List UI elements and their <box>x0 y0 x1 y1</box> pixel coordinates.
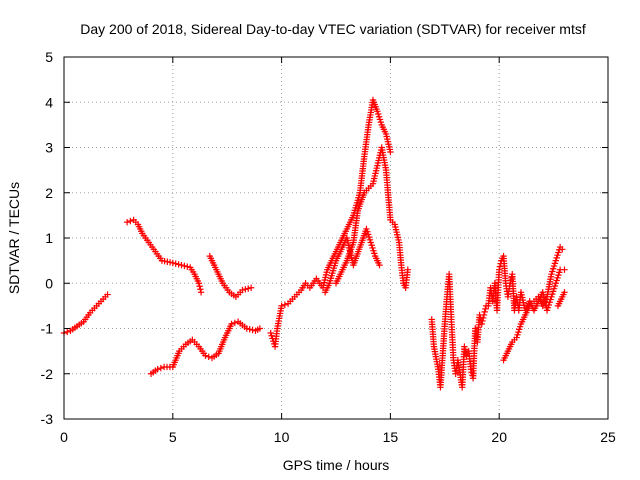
data-point <box>228 320 235 328</box>
data-point <box>231 319 239 327</box>
x-tick-label: 25 <box>600 429 616 445</box>
data-point <box>154 366 161 373</box>
data-points <box>60 96 568 391</box>
y-axis-label: SDTVAR / TECUs <box>6 182 22 294</box>
x-tick-label: 5 <box>169 429 177 445</box>
data-point <box>64 328 71 336</box>
data-point <box>157 364 165 372</box>
x-tick-label: 15 <box>383 429 399 445</box>
data-point <box>202 352 209 359</box>
data-point <box>496 263 504 270</box>
data-point <box>461 343 468 350</box>
data-point <box>561 266 568 273</box>
data-point <box>278 302 285 310</box>
x-axis-label: GPS time / hours <box>283 457 390 473</box>
data-point <box>172 260 179 267</box>
data-point <box>196 283 203 290</box>
data-point <box>256 325 264 332</box>
data-point <box>387 148 394 156</box>
y-tick-label: -1 <box>41 321 54 337</box>
y-tick-label: 0 <box>45 275 53 291</box>
y-tick-label: 2 <box>45 185 53 201</box>
data-point <box>480 311 488 319</box>
data-point <box>169 259 176 267</box>
data-point <box>461 346 469 353</box>
data-point <box>197 289 205 296</box>
data-point <box>496 266 503 273</box>
data-point <box>184 263 191 270</box>
data-point <box>197 286 204 293</box>
y-tick-label: 3 <box>45 140 53 156</box>
data-point <box>480 314 487 322</box>
x-tick-label: 0 <box>60 429 68 445</box>
data-point <box>104 291 111 298</box>
data-point <box>479 317 486 325</box>
data-point <box>246 326 253 333</box>
data-point <box>482 305 489 313</box>
y-tick-label: -2 <box>41 366 54 382</box>
data-point <box>242 286 249 293</box>
x-tick-label: 20 <box>491 429 507 445</box>
data-point <box>247 284 255 291</box>
y-tick-label: -3 <box>41 411 54 427</box>
data-point <box>127 217 134 225</box>
data-point <box>559 246 566 253</box>
data-point <box>178 261 185 269</box>
data-point <box>243 325 250 332</box>
y-tick-label: 1 <box>45 230 53 246</box>
y-tick-label: 5 <box>45 49 53 65</box>
data-point <box>481 308 488 316</box>
data-point <box>561 289 568 296</box>
chart-title: Day 200 of 2018, Sidereal Day-to-day VTE… <box>80 21 586 37</box>
data-point <box>239 286 246 294</box>
axis-ticks <box>63 56 609 420</box>
data-point <box>175 261 182 268</box>
y-tick-label: 4 <box>45 94 53 110</box>
data-point <box>123 218 131 226</box>
data-point <box>281 301 289 308</box>
data-point <box>181 262 188 270</box>
data-point <box>376 261 383 269</box>
data-point <box>205 353 212 360</box>
data-point <box>195 280 203 287</box>
data-point <box>245 285 252 292</box>
x-tick-label: 10 <box>274 429 290 445</box>
data-point <box>404 266 412 273</box>
tick-labels: 0 5 10 15 20 25 -3 -2 -1 0 1 2 3 4 5 <box>41 49 616 445</box>
data-point <box>478 320 485 328</box>
